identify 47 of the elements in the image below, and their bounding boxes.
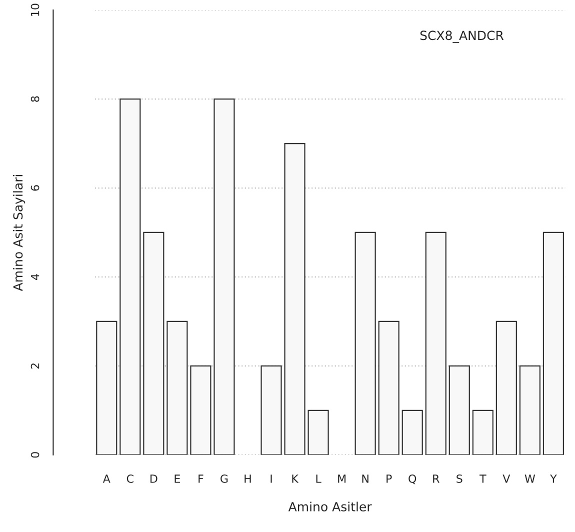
x-tick-label: C: [126, 474, 134, 483]
bar: [448, 365, 470, 455]
x-tick-label: G: [220, 474, 228, 483]
x-tick-label: F: [198, 474, 204, 483]
bar: [308, 410, 329, 455]
x-tick-label: Q: [408, 474, 416, 484]
x-tick-label: Y: [550, 474, 557, 483]
x-tick-label: M: [338, 474, 346, 483]
y-tick-label: 10: [30, 4, 40, 16]
x-tick-label: D: [150, 474, 158, 483]
bar: [143, 232, 164, 455]
x-tick-label: R: [433, 474, 440, 483]
bar: [284, 142, 306, 455]
x-tick-label: I: [270, 474, 272, 483]
bar: [542, 232, 564, 455]
x-axis-title: Amino Asitler: [288, 502, 372, 512]
x-tick-label: K: [292, 474, 299, 483]
bar: [166, 320, 188, 455]
x-tick-label: E: [174, 474, 180, 483]
y-tick-label: 8: [30, 96, 40, 102]
y-tick-label: 4: [30, 274, 40, 280]
y-axis-title: Amino Asit Sayilari: [12, 174, 26, 292]
bar: [190, 365, 212, 455]
bar: [260, 365, 282, 455]
y-tick-label: 2: [30, 363, 40, 369]
x-tick-label: A: [102, 474, 110, 483]
x-tick-label: H: [244, 474, 251, 483]
bar: [378, 320, 400, 455]
y-tick-label: 6: [30, 185, 40, 191]
bar: [472, 410, 494, 455]
y-tick-label: 0: [30, 452, 40, 458]
x-tick-label: W: [524, 474, 536, 483]
x-tick-label: L: [316, 474, 322, 483]
bar: [96, 320, 118, 455]
bar: [120, 98, 141, 455]
x-tick-label: P: [386, 474, 392, 483]
x-tick-label: N: [362, 474, 368, 483]
bar: [354, 232, 376, 455]
bar: [214, 98, 235, 455]
annotation: SCX8_ANDCR: [420, 30, 504, 43]
bar: [496, 320, 517, 455]
x-tick-label: V: [502, 474, 510, 483]
x-tick-label: T: [479, 474, 486, 483]
x-tick-label: S: [456, 474, 462, 483]
bar: [519, 365, 540, 455]
bar: [402, 410, 423, 455]
bar: [425, 232, 446, 455]
